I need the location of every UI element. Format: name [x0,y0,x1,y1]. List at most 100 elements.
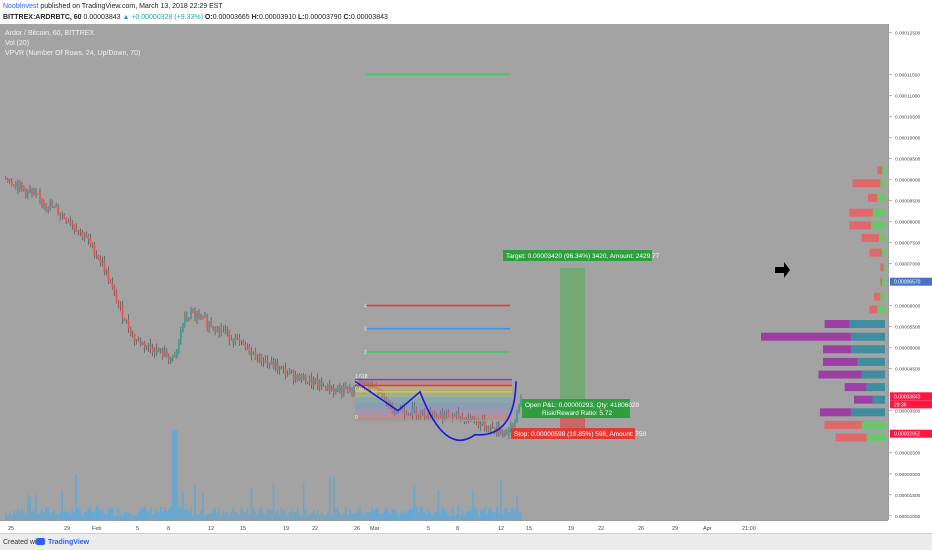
volume-bar [296,507,299,520]
candle [101,261,104,263]
candle [371,385,373,387]
volume-bar [518,511,520,520]
candle [264,360,267,363]
volume-bar [236,512,238,520]
target-zone [560,267,585,409]
volume-bar [312,510,315,520]
candle [139,339,142,345]
volume-bar [155,510,158,520]
volume-bar [83,512,86,520]
volume-bar [516,495,518,520]
candle [47,207,49,209]
price-axis[interactable]: 0.00012500 0.00011500 0.00011000 0.00010500… [888,24,932,520]
volume-bar [427,510,430,520]
time-tick-label: 5 [427,526,430,532]
candle [395,410,398,414]
candle [77,230,80,232]
volume-bar [238,514,241,520]
vpvr-down-bar [844,383,867,392]
volume-bar [17,509,19,520]
vpvr-up-bar [866,383,885,392]
tradingview-brand[interactable]: TradingView [48,539,90,546]
volume-bar [67,511,69,520]
volume-bar [355,513,357,520]
volume-bar [282,510,285,520]
candle [15,183,17,187]
vpvr-up-bar [878,233,885,242]
candle [55,206,57,208]
candle [302,374,305,380]
volume-bar [212,510,214,520]
candle [206,317,208,327]
vpvr-up-bar [850,332,885,341]
price-tick-label: 0.00011000 [895,94,920,100]
price-marker-label: 0.00003843 [894,394,921,400]
volume-bar [99,511,102,520]
candle [204,315,206,318]
candle [149,344,152,348]
volume-bar [409,508,412,520]
volume-bar [19,511,21,520]
volume-bar [280,507,283,520]
candle [306,382,309,384]
candle [244,344,247,348]
volume-bar [194,484,196,520]
volume-bar [411,509,414,520]
candle [329,384,331,391]
candle [407,413,410,415]
volume-bar [506,507,508,520]
price-marker [890,429,932,438]
volume-bar [200,510,202,520]
candle [502,431,504,435]
candle [178,339,180,350]
candle [477,420,480,426]
time-axis[interactable]: 25 29 Feb 5 8 12 15 19 22 26 Mar 5 8 12 15 19 22 26 29 Apr 2… [0,520,888,533]
ohlc-h-value: 0.00003910 [259,14,296,21]
fib-band [355,397,512,403]
volume-bar [220,515,222,520]
candle [347,388,349,390]
volume-bar [218,507,220,520]
volume-bar [316,509,319,520]
change-label: ▲ +0.00000328 (+9.33%) [122,14,203,21]
volume-bar [288,512,291,520]
volume-bar [131,516,134,520]
candle [145,346,148,348]
vpvr-up-bar [877,193,886,202]
candle [319,381,321,388]
candle [208,322,210,327]
time-tick-label: Mar [370,526,380,532]
volume-bar [91,512,94,520]
author-link[interactable]: NoobInvest [3,3,39,10]
candle [11,182,13,185]
volume-bar [230,511,232,520]
candle [43,203,45,205]
candle [504,431,506,435]
volume-bar [361,512,363,520]
vpvr-down-bar [824,420,862,429]
volume-bar [79,509,82,520]
volume-bar [232,507,234,520]
volume-bar [198,514,200,520]
candle [486,427,488,429]
candle [385,398,388,401]
candle [300,374,303,380]
volume-bar [433,512,436,520]
volume-bar [246,508,249,520]
symbol-label[interactable]: BITTREX:ARDRBTC, 60 [3,14,82,21]
candle [19,182,21,190]
candle [298,374,301,381]
vpvr-up-bar [861,370,886,379]
tradingview-logo-icon [36,538,45,545]
candle [133,333,136,342]
candle [316,379,319,388]
last-price-label: 0.00003843 [83,14,121,21]
volume-bar [206,514,208,520]
volume-bar [500,478,502,520]
ohlc-c-key: C: [343,14,351,21]
volume-bar [59,511,61,520]
volume-bar [214,507,216,520]
price-tick-label: 0.00008000 [895,220,921,226]
